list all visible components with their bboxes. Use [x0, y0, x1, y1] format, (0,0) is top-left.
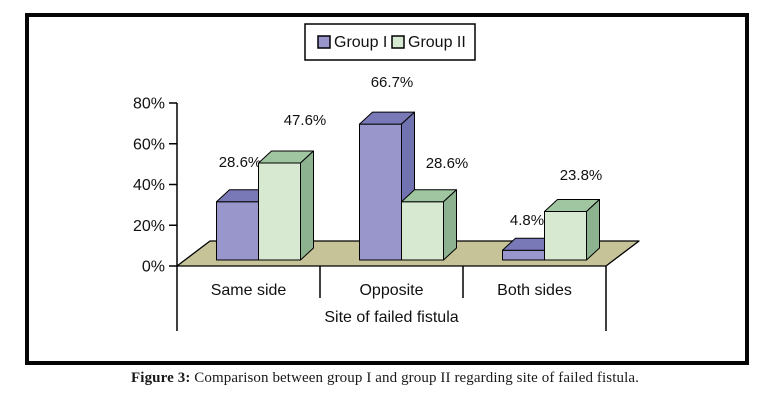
- chart-frame: Group I Group II 0% 20% 40% 60% 80% Same side Op…: [25, 13, 749, 365]
- x-category-label: Both sides: [497, 282, 572, 299]
- y-tick-label: 20%: [133, 218, 165, 235]
- bar-group-ii-both-sides-side: [586, 199, 600, 261]
- x-category-label: Same side: [211, 282, 287, 299]
- bar-group-ii-same-side-front: [258, 162, 301, 261]
- bar-group-ii-same-side-side: [300, 150, 314, 261]
- x-category-label: Opposite: [359, 282, 423, 299]
- figure-caption-text: Comparison between group I and group II …: [190, 370, 639, 386]
- legend-label-group-ii: Group II: [408, 34, 466, 51]
- bar-group-ii-opposite-front: [401, 201, 444, 261]
- value-label-group-ii-both-sides: 23.8%: [560, 167, 603, 184]
- y-tick-label: 60%: [133, 136, 165, 153]
- bar-group-ii-opposite-side: [443, 189, 457, 261]
- y-tick-label: 80%: [133, 96, 165, 113]
- bar-group-i-opposite-front: [359, 123, 402, 261]
- bar-group-i-both-sides-front: [502, 249, 545, 261]
- value-label-group-ii-opposite: 28.6%: [426, 155, 469, 172]
- legend-box: [304, 23, 476, 61]
- value-label-group-i-both-sides: 4.8%: [510, 212, 544, 229]
- value-label-group-i-opposite: 66.7%: [371, 74, 414, 91]
- bar-group-i-same-side-front: [216, 201, 259, 261]
- legend-swatch-group-ii: [391, 35, 405, 49]
- figure-caption: Figure 3: Comparison between group I and…: [0, 370, 770, 387]
- bar-chart: Group I Group II 0% 20% 40% 60% 80% Same side Op…: [133, 23, 640, 331]
- value-label-group-ii-same-side: 47.6%: [284, 112, 327, 129]
- x-axis-title: Site of failed fistula: [324, 309, 458, 326]
- y-tick-label: 0%: [142, 259, 165, 276]
- y-tick-label: 40%: [133, 177, 165, 194]
- figure-caption-label: Figure 3:: [131, 370, 191, 386]
- value-label-group-i-same-side: 28.6%: [219, 154, 262, 171]
- legend-swatch-group-i: [317, 35, 331, 49]
- bar-group-ii-both-sides-front: [544, 211, 587, 261]
- legend-label-group-i: Group I: [334, 34, 387, 51]
